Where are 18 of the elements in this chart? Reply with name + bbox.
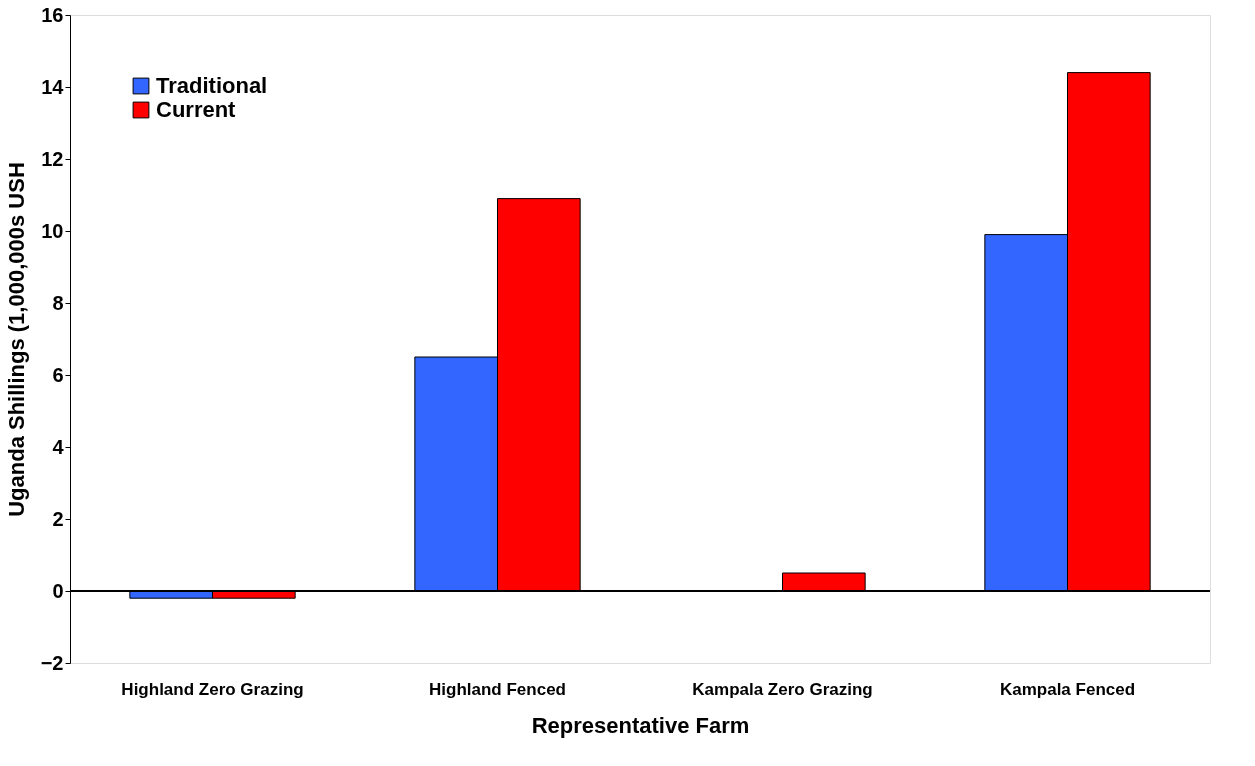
x-tick-label: Kampala Zero Grazing [692,679,873,699]
x-tick-label: Highland Zero Grazing [121,679,304,699]
x-axis-title: Representative Farm [531,712,750,738]
y-tick-label: 2 [52,507,64,530]
y-tick-label: 10 [41,219,64,242]
y-tick-label: 6 [52,363,64,386]
legend-label: Traditional [156,73,268,98]
y-tick-label: 12 [41,147,64,170]
y-tick-label: 16 [41,3,64,26]
y-axis-title: Uganda Shillings (1,000,000s USH [3,162,29,517]
y-tick-label: 14 [41,75,65,98]
y-tick-label: 0 [52,579,64,602]
x-tick-label: Highland Fenced [429,679,566,699]
y-tick-label: −2 [40,651,64,674]
y-tick-label: 4 [52,435,65,458]
x-tick-label: Kampala Fenced [999,679,1136,699]
legend-label: Current [156,97,237,122]
y-tick-label: 8 [52,291,64,314]
